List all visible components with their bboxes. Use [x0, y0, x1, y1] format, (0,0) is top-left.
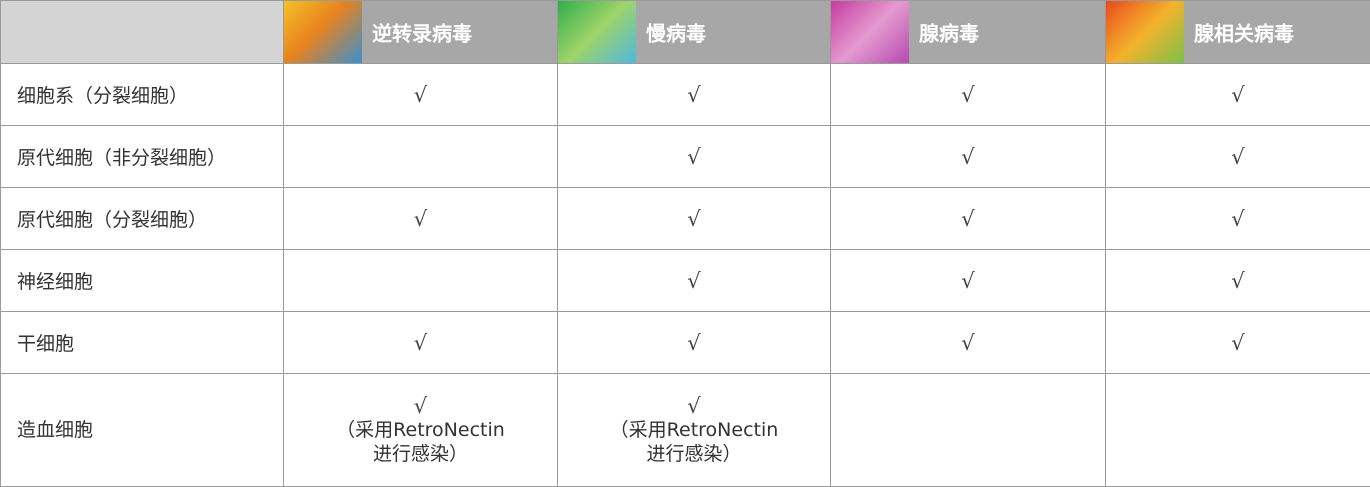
row-label: 神经细胞 — [1, 250, 284, 312]
checkmark: √ — [687, 145, 700, 169]
table-cell: √ — [1106, 188, 1370, 250]
checkmark: √ — [961, 207, 974, 231]
label-text: 原代细胞（分裂细胞） — [17, 209, 207, 231]
header-cell: 腺病毒 — [831, 1, 1106, 64]
table-cell: √ — [284, 64, 558, 126]
cell-note: 进行感染） — [558, 442, 830, 466]
table-cell: √ — [284, 312, 558, 374]
checkmark: √ — [1231, 331, 1244, 355]
label-text: 原代细胞（非分裂细胞） — [17, 147, 226, 169]
row-label: 细胞系（分裂细胞） — [1, 64, 284, 126]
checkmark: √ — [1231, 269, 1244, 293]
table-cell: √ — [1106, 312, 1370, 374]
header-row: 逆转录病毒 慢病毒 腺病毒 腺相关病毒 — [1, 1, 1370, 64]
cell-note: （采用RetroNectin — [284, 418, 557, 442]
checkmark: √ — [961, 83, 974, 107]
checkmark: √ — [1231, 207, 1244, 231]
cell-note: （采用RetroNectin — [558, 418, 830, 442]
row-label: 造血细胞 — [1, 374, 284, 487]
table-cell: √ — [831, 126, 1106, 188]
header-cell — [1, 1, 284, 64]
label-text: 神经细胞 — [17, 271, 93, 293]
table-cell — [284, 126, 558, 188]
checkmark: √ — [961, 269, 974, 293]
table-cell: √ — [831, 312, 1106, 374]
table-cell: √ — [558, 188, 831, 250]
table-cell: √ — [831, 64, 1106, 126]
table-row: 原代细胞（分裂细胞） √ √ √ √ — [1, 188, 1370, 250]
checkmark: √ — [1231, 83, 1244, 107]
table-cell: √ — [558, 126, 831, 188]
header-text: 慢病毒 — [646, 18, 706, 47]
table-row: 细胞系（分裂细胞） √ √ √ √ — [1, 64, 1370, 126]
header-text: 腺相关病毒 — [1194, 18, 1294, 47]
checkmark: √ — [687, 269, 700, 293]
table-cell: √ — [1106, 64, 1370, 126]
page: 逆转录病毒慢病毒腺病毒腺相关病毒 细胞系（分裂细胞）√√√√原代细胞（非分裂细胞… — [0, 0, 1370, 476]
table-cell: √ — [558, 312, 831, 374]
row-label: 干细胞 — [1, 312, 284, 374]
checkmark: √ — [414, 83, 427, 107]
checkmark: √ — [558, 394, 830, 418]
table-cell: √ — [831, 250, 1106, 312]
table-cell — [284, 250, 558, 312]
label-text: 干细胞 — [17, 333, 74, 355]
checkmark: √ — [414, 331, 427, 355]
checkmark: √ — [414, 207, 427, 231]
table-cell: √ — [831, 188, 1106, 250]
row-label: 原代细胞（非分裂细胞） — [1, 126, 284, 188]
label-text: 细胞系（分裂细胞） — [17, 85, 188, 107]
table-cell: √ — [284, 188, 558, 250]
checkmark: √ — [961, 331, 974, 355]
table-cell: √ — [558, 250, 831, 312]
label-text: 造血细胞 — [17, 419, 93, 441]
table-row: 干细胞 √ √ √ √ — [1, 312, 1370, 374]
header-image — [558, 1, 636, 63]
checkmark: √ — [687, 331, 700, 355]
header-cell: 腺相关病毒 — [1106, 1, 1370, 64]
table-cell — [1106, 374, 1370, 487]
table-row: 原代细胞（非分裂细胞） √ √ √ — [1, 126, 1370, 188]
header-image — [831, 1, 909, 63]
checkmark: √ — [961, 145, 974, 169]
table-row: 神经细胞 √ √ √ — [1, 250, 1370, 312]
header-text: 腺病毒 — [919, 18, 979, 47]
checkmark: √ — [1231, 145, 1244, 169]
table-body: 细胞系（分裂细胞）√√√√原代细胞（非分裂细胞）√√√原代细胞（分裂细胞）√√√… — [1, 64, 1370, 487]
header-cell: 慢病毒 — [558, 1, 831, 64]
header-image — [284, 1, 362, 63]
checkmark: √ — [687, 83, 700, 107]
checkmark: √ — [284, 394, 557, 418]
table-cell — [831, 374, 1106, 487]
table-cell: √ — [1106, 250, 1370, 312]
header-text: 逆转录病毒 — [372, 18, 472, 47]
header-cell: 逆转录病毒 — [284, 1, 558, 64]
table-cell: √ — [1106, 126, 1370, 188]
checkmark: √ — [687, 207, 700, 231]
row-label: 原代细胞（分裂细胞） — [1, 188, 284, 250]
table-cell: √ — [558, 64, 831, 126]
header-image — [1106, 1, 1184, 63]
cell-note: 进行感染） — [284, 442, 557, 466]
